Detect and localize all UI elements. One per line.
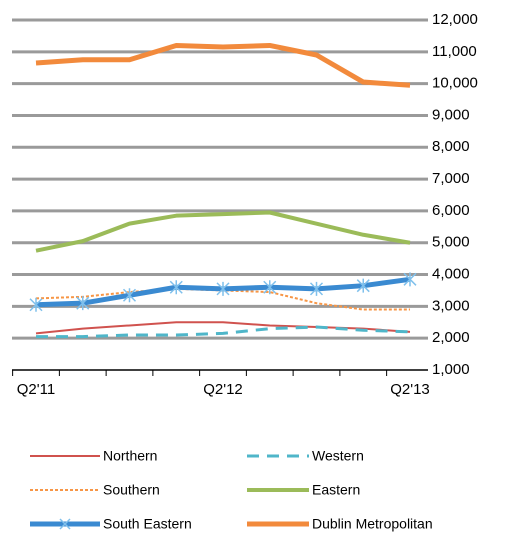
x-tick-label: Q2'13 [390,381,430,398]
y-tick-label: 3,000 [432,297,470,314]
x-tick-label: Q2'12 [203,381,243,398]
y-tick-label: 8,000 [432,138,470,155]
series-marker [29,297,43,312]
series-marker [122,288,137,303]
y-tick-label: 5,000 [432,234,470,251]
series-marker [263,280,277,295]
legend-label: Southern [103,482,160,498]
series-line [35,321,411,335]
legend-label: South Eastern [103,516,192,532]
series-marker [356,278,370,293]
legend-label: Dublin Metropolitan [312,516,433,532]
series-line [35,42,411,88]
x-tick-label: Q2'11 [17,381,55,398]
series-marker [216,281,230,296]
y-tick-label: 10,000 [432,75,478,92]
y-tick-label: 6,000 [432,202,470,219]
series-marker [403,272,417,287]
series-marker [76,296,90,311]
series-marker [169,280,183,295]
y-tick-label: 2,000 [432,329,470,346]
series-marker [309,281,324,296]
legend-label: Western [312,448,364,464]
y-tick-label: 12,000 [432,11,478,28]
y-tick-label: 9,000 [432,106,470,123]
y-tick-label: 7,000 [432,170,470,187]
series-line [36,325,411,339]
legend-marker [59,518,71,530]
legend-label: Eastern [312,482,360,498]
series-line [35,210,411,253]
y-tick-label: 4,000 [432,266,470,283]
y-tick-label: 1,000 [432,361,470,378]
y-tick-label: 11,000 [432,43,477,60]
legend-label: Northern [103,448,157,464]
